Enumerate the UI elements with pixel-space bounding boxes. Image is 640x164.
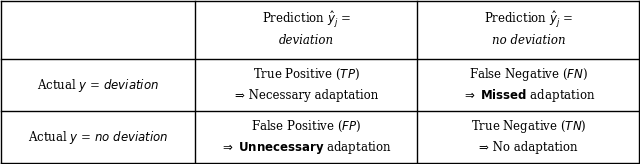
Text: True Negative ($\it{TN}$): True Negative ($\it{TN}$) — [470, 118, 586, 135]
Text: $\Rightarrow$ $\bf{Unnecessary}$ adaptation: $\Rightarrow$ $\bf{Unnecessary}$ adaptat… — [220, 139, 392, 156]
Text: ⇒ Necessary adaptation: ⇒ Necessary adaptation — [235, 89, 378, 102]
Text: deviation: deviation — [279, 34, 334, 47]
Text: ⇒ No adaptation: ⇒ No adaptation — [479, 141, 577, 154]
Text: Prediction $\hat{y}_j$ =: Prediction $\hat{y}_j$ = — [484, 9, 573, 29]
Text: False Negative ($\it{FN}$): False Negative ($\it{FN}$) — [469, 66, 588, 83]
Text: Actual $y$ = $\it{no\ deviation}$: Actual $y$ = $\it{no\ deviation}$ — [28, 129, 168, 146]
Text: $\Rightarrow$ $\bf{Missed}$ adaptation: $\Rightarrow$ $\bf{Missed}$ adaptation — [461, 87, 595, 104]
Text: True Positive ($\it{TP}$): True Positive ($\it{TP}$) — [253, 67, 360, 82]
Text: Prediction $\hat{y}_j$ =: Prediction $\hat{y}_j$ = — [262, 9, 351, 29]
Text: Actual $y$ = $\it{deviation}$: Actual $y$ = $\it{deviation}$ — [37, 77, 159, 94]
Text: False Positive ($\it{FP}$): False Positive ($\it{FP}$) — [252, 119, 362, 134]
Text: no deviation: no deviation — [492, 34, 565, 47]
